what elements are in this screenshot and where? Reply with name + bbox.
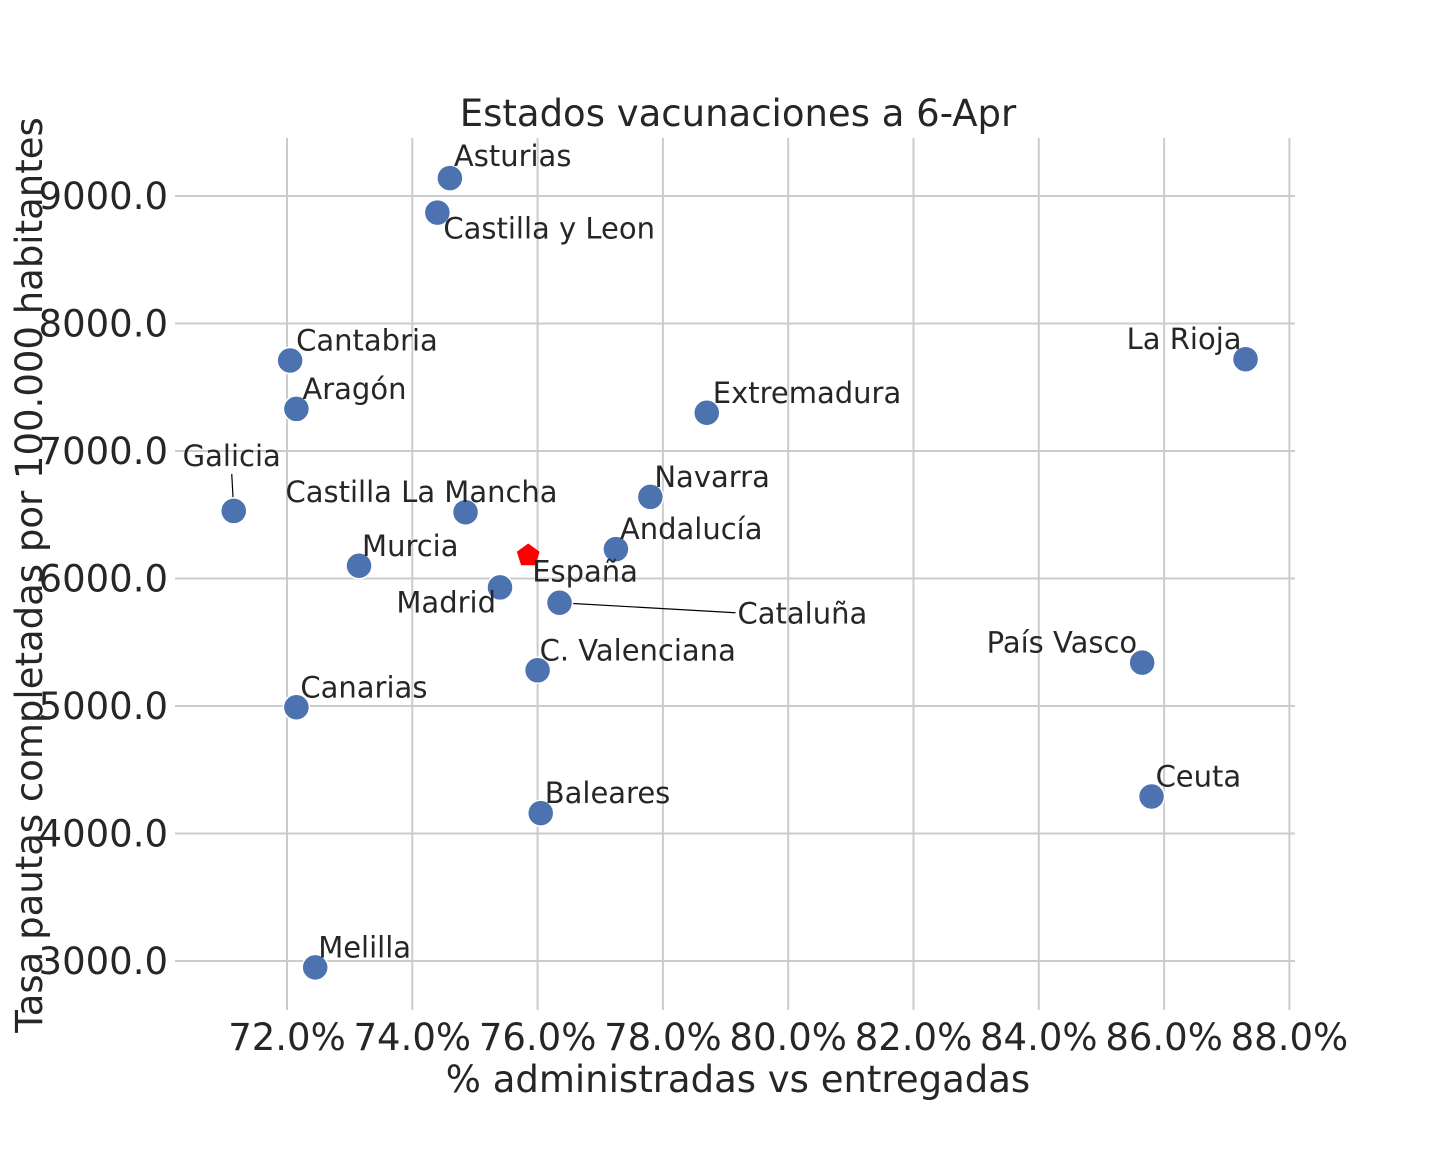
y-axis-ticks: 3000.0 4000.0 5000.0 6000.0 7000.0 8000.0 9000… <box>39 175 168 983</box>
x-tick-label: 88.0% <box>1231 1016 1349 1059</box>
data-point <box>636 483 665 511</box>
point-label: Cantabria <box>296 323 438 357</box>
chart-title: Estados vacunaciones a 6-Apr <box>460 92 1017 135</box>
x-tick-label: 86.0% <box>1105 1016 1223 1059</box>
highlight-label: España <box>532 555 638 589</box>
x-tick-label: 84.0% <box>980 1016 1098 1059</box>
grid-lines <box>175 138 1295 1010</box>
x-tick-label: 80.0% <box>729 1016 847 1059</box>
data-point <box>1137 782 1166 811</box>
data-points <box>219 164 1260 982</box>
data-point <box>602 535 630 563</box>
data-point <box>486 573 514 602</box>
point-label: País Vasco <box>987 626 1138 660</box>
point-label: Baleares <box>545 776 671 810</box>
data-point <box>276 346 304 375</box>
point-label: Aragón <box>302 372 406 406</box>
point-label: C. Valenciana <box>540 633 736 667</box>
point-label: Navarra <box>654 460 770 494</box>
y-tick-label: 6000.0 <box>39 558 168 601</box>
point-label: Castilla La Mancha <box>286 475 558 509</box>
point-label: Castilla y Leon <box>443 212 655 246</box>
y-tick-label: 3000.0 <box>39 940 168 983</box>
x-tick-label: 78.0% <box>604 1016 722 1059</box>
data-point <box>219 497 248 525</box>
data-point <box>423 198 452 227</box>
leader-line <box>559 602 736 614</box>
data-point <box>1128 648 1156 677</box>
data-point <box>693 399 721 427</box>
data-point <box>436 164 464 192</box>
y-tick-label: 7000.0 <box>39 430 168 473</box>
point-label: Ceuta <box>1156 760 1242 794</box>
point-label: La Rioja <box>1127 322 1242 356</box>
point-label: Andalucía <box>620 512 763 546</box>
data-point <box>451 498 480 526</box>
point-label: Melilla <box>318 930 411 964</box>
highlight-point <box>516 543 540 566</box>
data-point <box>523 656 552 685</box>
x-axis-ticks: 72.0% 74.0% 76.0% 78.0% 80.0% 82.0% 84.0% 86.0%… <box>228 1016 1348 1059</box>
data-point <box>1231 345 1260 373</box>
y-tick-label: 9000.0 <box>39 175 168 218</box>
point-label: Canarias <box>300 670 427 704</box>
point-labels: Asturias Castilla y Leon Cantabria La Rioja… <box>183 139 1242 964</box>
data-point <box>345 552 373 580</box>
y-axis-label: Tasa pautas completadas por 100.000 habi… <box>8 117 51 1034</box>
point-label: Murcia <box>362 529 458 563</box>
point-label: Asturias <box>454 139 572 173</box>
point-label: Madrid <box>396 585 496 619</box>
point-label: Extremadura <box>713 376 902 410</box>
data-point <box>526 799 555 827</box>
y-tick-label: 5000.0 <box>39 685 168 728</box>
x-tick-label: 74.0% <box>354 1016 472 1059</box>
x-tick-label: 82.0% <box>855 1016 973 1059</box>
y-tick-label: 4000.0 <box>39 813 168 856</box>
x-tick-label: 76.0% <box>479 1016 597 1059</box>
data-point <box>282 395 311 423</box>
point-label: Galicia <box>183 439 281 473</box>
point-label: Cataluña <box>738 597 868 631</box>
x-tick-label: 72.0% <box>228 1016 346 1059</box>
data-point <box>282 693 311 722</box>
data-point <box>545 588 574 617</box>
y-tick-label: 8000.0 <box>39 303 168 346</box>
data-point <box>301 953 329 982</box>
x-axis-label: % administradas vs entregadas <box>446 1058 1030 1101</box>
